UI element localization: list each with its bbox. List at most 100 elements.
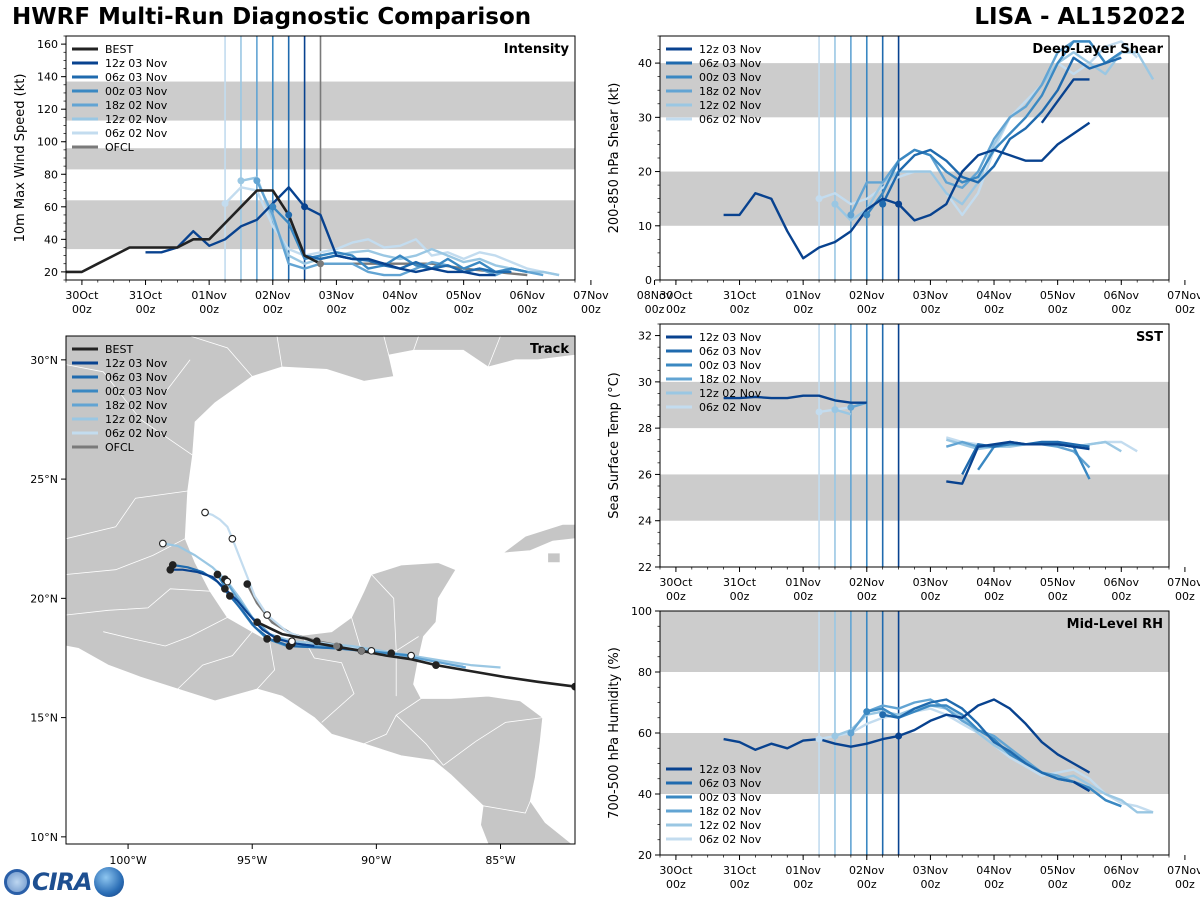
track-ytick-label: 20°N <box>30 592 58 605</box>
track-panel-label: Track <box>530 342 569 357</box>
shear-band <box>660 63 1169 118</box>
rh-ytick-label: 100 <box>631 605 652 618</box>
sst-ylabel: Sea Surface Temp (°C) <box>607 372 622 519</box>
track-marker <box>263 611 271 619</box>
shear-init-marker <box>847 211 855 219</box>
rh-init-marker <box>847 729 855 737</box>
shear-xtick-label: 00z <box>1111 303 1131 316</box>
track-marker <box>213 570 222 579</box>
intensity-legend-label: OFCL <box>105 141 135 154</box>
shear-xtick-label: 05Nov <box>1040 289 1076 302</box>
intensity-legend-label: 18z 02 Nov <box>105 99 168 112</box>
track-ytick-label: 15°N <box>30 712 58 725</box>
map-border <box>162 359 191 396</box>
land-mainland <box>66 336 575 844</box>
rh-xtick-label: 03Nov <box>913 864 949 877</box>
shear-legend-label: 12z 03 Nov <box>699 43 762 56</box>
shear-init-marker <box>815 195 823 203</box>
track-legend-label: BEST <box>105 343 133 356</box>
shear-ytick-label: 0 <box>645 274 652 287</box>
track-xtick-label: 85°W <box>485 854 515 867</box>
intensity-init-marker <box>285 211 293 219</box>
shear-ylabel: 200-850 hPa Shear (kt) <box>607 83 622 234</box>
shear-xtick-label: 00z <box>984 303 1004 316</box>
map-border <box>363 698 422 745</box>
sst-ytick-label: 24 <box>638 515 652 528</box>
track-marker <box>407 651 415 660</box>
intensity-panel-label: Intensity <box>504 42 570 57</box>
cira-logo: CIRA <box>4 866 124 898</box>
rh-xtick-label: 00z <box>730 878 750 891</box>
sst-xtick-label: 05Nov <box>1040 576 1076 589</box>
map-layer <box>66 336 575 844</box>
intensity-ytick-label: 100 <box>37 136 58 149</box>
rh-band <box>660 733 1169 794</box>
sst-legend-label: 00z 03 Nov <box>699 359 762 372</box>
intensity-xtick-label: 00z <box>454 303 474 316</box>
rh-init-marker <box>879 711 887 719</box>
rh-xtick-label: 04Nov <box>976 864 1012 877</box>
intensity-xtick-label: 00z <box>263 303 283 316</box>
sst-xtick-label: 30Oct <box>659 576 693 589</box>
sst-series-group <box>723 394 1138 485</box>
map-border <box>66 490 188 540</box>
track-marker <box>158 539 167 548</box>
rh-xtick-label: 07Nov <box>1167 864 1200 877</box>
track-ytick-label: 30°N <box>30 354 58 367</box>
shear-ytick-label: 40 <box>638 57 652 70</box>
track-legend-label: OFCL <box>105 441 135 454</box>
sst-legend-label: 06z 02 Nov <box>699 401 762 414</box>
track-marker <box>243 580 252 588</box>
rh-init-marker <box>831 732 839 740</box>
shear-legend-label: 12z 02 Nov <box>699 99 762 112</box>
shear-legend-label: 18z 02 Nov <box>699 85 762 98</box>
track-marker <box>571 682 575 691</box>
map-border <box>66 364 193 456</box>
map-border <box>256 641 276 690</box>
intensity-legend-label: 06z 02 Nov <box>105 127 168 140</box>
sst-xtick-label: 06Nov <box>1104 576 1140 589</box>
rh-xtick-label: 00z <box>921 878 941 891</box>
sst-series-line <box>977 443 1091 480</box>
land-island <box>547 552 561 563</box>
shear-panel-label: Deep-Layer Shear <box>1032 42 1163 57</box>
shear-xtick-label: 00z <box>921 303 941 316</box>
shear-legend-label: 00z 03 Nov <box>699 71 762 84</box>
track-legend-label: 06z 02 Nov <box>105 427 168 440</box>
shear-xtick-label: 02Nov <box>849 289 885 302</box>
shear-init-marker <box>879 200 887 208</box>
sst-xtick-label: 04Nov <box>976 576 1012 589</box>
shear-panel: 01020304030Oct00z31Oct00z01Nov00z02Nov00… <box>607 35 1200 316</box>
sst-xtick-label: 01Nov <box>785 576 821 589</box>
map-border <box>413 336 419 351</box>
intensity-ytick-label: 160 <box>37 38 58 51</box>
track-legend-label: 12z 03 Nov <box>105 357 168 370</box>
map-border <box>371 574 397 651</box>
sst-xtick-label: 03Nov <box>913 576 949 589</box>
map-border <box>475 717 543 742</box>
intensity-series-line <box>145 186 496 277</box>
shear-series-line <box>818 40 1139 217</box>
map-border <box>66 538 186 575</box>
map-border <box>483 800 531 814</box>
rh-xtick-label: 00z <box>1111 878 1131 891</box>
intensity-init-marker <box>221 200 229 208</box>
rh-xtick-label: 00z <box>1048 878 1068 891</box>
track-line <box>172 563 365 652</box>
track-marker <box>263 635 271 643</box>
intensity-ytick-label: 140 <box>37 71 58 84</box>
rh-panel-label: Mid-Level RH <box>1067 617 1163 632</box>
map-border <box>383 336 390 356</box>
sst-xtick-label: 00z <box>921 590 941 603</box>
track-xtick-label: 90°W <box>361 854 391 867</box>
shear-xtick-label: 00z <box>793 303 813 316</box>
rh-legend-label: 12z 02 Nov <box>699 819 762 832</box>
intensity-xtick-label: 00z <box>199 303 219 316</box>
intensity-series-line <box>240 176 560 277</box>
rh-xtick-label: 31Oct <box>723 864 757 877</box>
sst-band <box>660 381 1169 429</box>
track-legend-label: 18z 02 Nov <box>105 399 168 412</box>
sst-series-line <box>723 394 867 404</box>
track-line <box>170 568 315 648</box>
intensity-xtick-label: 05Nov <box>446 289 482 302</box>
